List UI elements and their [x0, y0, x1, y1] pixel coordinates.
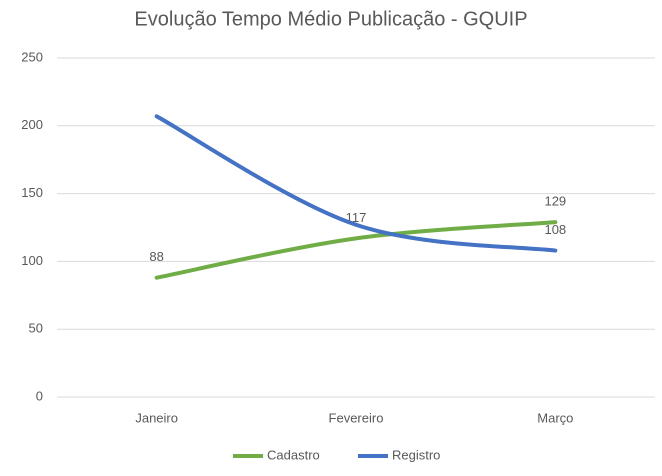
x-tick-label: Janeiro: [135, 410, 178, 425]
y-tick-label: 150: [21, 185, 43, 200]
x-tick-label: Fevereiro: [329, 410, 384, 425]
legend-label: Registro: [392, 447, 440, 462]
y-tick-label: 50: [29, 321, 43, 336]
data-label: 129: [544, 194, 566, 209]
series-line: [154, 114, 558, 253]
data-label: 108: [544, 222, 566, 237]
y-tick-label: 100: [21, 253, 43, 268]
series-line: [154, 220, 558, 280]
y-tick-label: 250: [21, 49, 43, 64]
legend-label: Cadastro: [267, 447, 320, 462]
data-label: 88: [149, 249, 163, 264]
x-tick-label: Março: [537, 410, 573, 425]
chart-title: Evolução Tempo Médio Publicação - GQUIP: [134, 8, 527, 30]
y-tick-label: 200: [21, 117, 43, 132]
y-tick-label: 0: [36, 388, 43, 403]
